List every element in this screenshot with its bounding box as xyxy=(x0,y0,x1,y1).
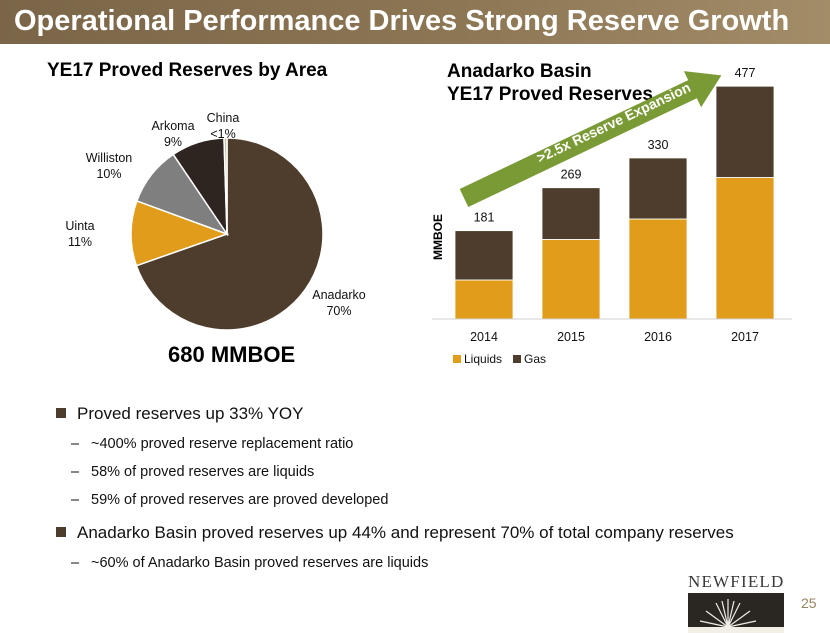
title-bar: Operational Performance Drives Strong Re… xyxy=(0,0,830,44)
bar-gas-2015 xyxy=(541,187,601,240)
bar-total-label: 181 xyxy=(474,211,495,225)
x-tick-label: 2016 xyxy=(644,330,672,344)
bar-total-label: 269 xyxy=(561,168,582,182)
x-tick-label: 2014 xyxy=(470,330,498,344)
bar-chart-title: Anadarko Basin YE17 Proved Reserves xyxy=(447,60,653,106)
bullet-subitem: – ~60% of Anadarko Basin proved reserves … xyxy=(56,555,428,571)
bullet-text: ~60% of Anadarko Basin proved reserves a… xyxy=(91,555,429,571)
bar-chart-title-line2: YE17 Proved Reserves xyxy=(447,84,653,105)
pie-label-williston: Williston xyxy=(86,151,133,165)
pie-value-williston: 10% xyxy=(96,167,121,181)
pie-label-uinta: Uinta xyxy=(65,219,94,233)
pie-value-uinta: 11% xyxy=(68,235,92,249)
pie-slice-anadarko xyxy=(135,137,324,331)
bullet-subitem: –59% of proved reserves are proved devel… xyxy=(56,492,388,508)
pie-value-arkoma: 9% xyxy=(164,135,182,149)
pie-label-arkoma: Arkoma xyxy=(151,119,194,133)
bar-liquids-2016 xyxy=(628,218,688,320)
pie-slice-china xyxy=(223,137,228,235)
x-tick-label: 2015 xyxy=(557,330,585,344)
bullet-subitem: –58% of proved reserves are liquids xyxy=(56,464,314,480)
bar-gas-2014 xyxy=(454,230,514,281)
bar-gas-2016 xyxy=(628,157,688,220)
bullet-text: Proved reserves up 33% YOY xyxy=(77,404,304,423)
pie-slice-uinta xyxy=(130,199,230,267)
pie-label-anadarko: Anadarko xyxy=(312,288,366,302)
legend-label-liquids: Liquids xyxy=(464,352,502,366)
y-axis-label: MMBOE xyxy=(431,214,445,260)
bar-total-label: 330 xyxy=(648,138,669,152)
bullet-item: Proved reserves up 33% YOY xyxy=(56,404,303,424)
page-number: 25 xyxy=(801,595,817,611)
bullet-square-icon xyxy=(56,408,66,418)
dash-icon: – xyxy=(71,464,80,480)
growth-arrow-body xyxy=(459,71,722,207)
bullet-text: 59% of proved reserves are proved develo… xyxy=(91,492,389,508)
pie-chart-title: YE17 Proved Reserves by Area xyxy=(47,60,328,81)
dash-icon: – xyxy=(71,436,80,452)
newfield-logo: NEWFIELD xyxy=(688,572,784,633)
pie-value-anadarko: 70% xyxy=(326,304,351,318)
dash-icon: – xyxy=(71,555,80,571)
bar-liquids-2014 xyxy=(454,279,514,320)
pie-label-china: China xyxy=(207,111,240,125)
bar-total-label: 477 xyxy=(735,66,756,80)
logo-sunburst-icon xyxy=(688,593,784,633)
legend-swatch-liquids xyxy=(453,355,461,363)
bullet-text: 58% of proved reserves are liquids xyxy=(91,464,315,480)
slide-title: Operational Performance Drives Strong Re… xyxy=(14,5,790,37)
bullet-text: ~400% proved reserve replacement ratio xyxy=(91,436,354,452)
dash-icon: – xyxy=(71,492,80,508)
bar-gas-2017 xyxy=(715,85,775,178)
pie-chart: Anadarko 70% Uinta 11% Williston 10% Arkoma 9% C… xyxy=(65,111,366,331)
bar-liquids-2017 xyxy=(715,177,775,320)
pie-value-china: <1% xyxy=(210,127,235,141)
legend-swatch-gas xyxy=(513,355,521,363)
bullet-subitem: – ~400% proved reserve replacement ratio xyxy=(56,436,353,452)
bullet-text: Anadarko Basin proved reserves up 44% an… xyxy=(77,523,734,542)
bar-liquids-2015 xyxy=(541,239,601,320)
legend-label-gas: Gas xyxy=(524,352,546,366)
x-tick-label: 2017 xyxy=(731,330,759,344)
bullet-square-icon xyxy=(56,527,66,537)
bullet-item: Anadarko Basin proved reserves up 44% an… xyxy=(56,523,734,543)
pie-total-label: 680 MMBOE xyxy=(168,342,296,367)
bar-chart-title-line1: Anadarko Basin xyxy=(447,61,592,82)
logo-text: NEWFIELD xyxy=(688,572,785,591)
